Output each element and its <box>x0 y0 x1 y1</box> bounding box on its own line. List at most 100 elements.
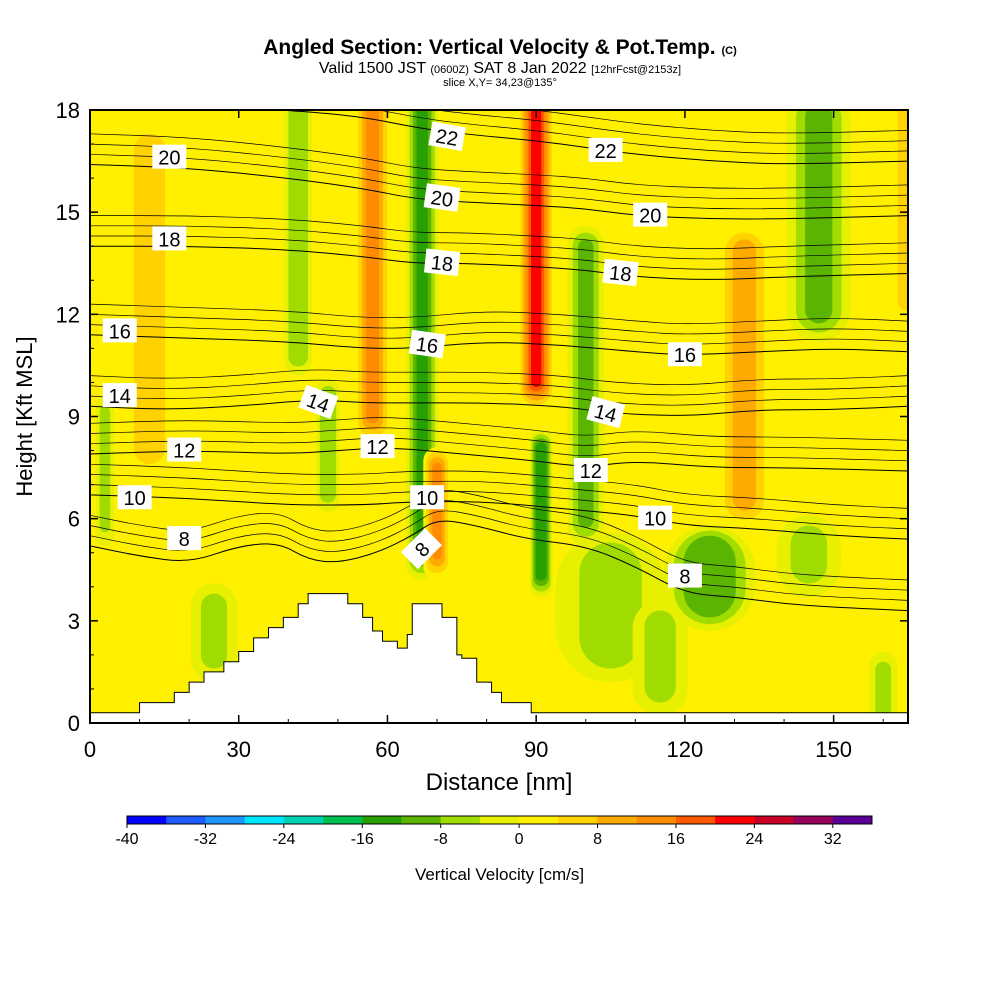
contour-label-20: 20 <box>423 183 461 212</box>
contour-label-box <box>167 526 202 551</box>
chart-slice-info: slice X,Y= 34,23@135° <box>443 77 557 89</box>
x-tick-label: 0 <box>84 737 96 762</box>
theta-contour-22 <box>271 110 908 165</box>
y-tick-label: 12 <box>56 302 80 327</box>
contour-label-12: 12 <box>360 434 395 459</box>
velocity-cell-15 <box>99 406 111 533</box>
contour-label-box <box>152 144 187 169</box>
theta-contour-8 <box>90 520 908 612</box>
theta-contour-16-minor-3 <box>90 303 908 324</box>
colorbar-tick-label: 8 <box>593 831 602 848</box>
colorbar-swatch <box>244 816 285 824</box>
contour-label-text: 18 <box>430 252 454 276</box>
contour-label-text: 22 <box>434 125 460 151</box>
contour-label-text: 16 <box>414 334 439 359</box>
theta-contour-14-minor-3 <box>90 369 908 386</box>
colorbar-swatch <box>715 816 755 824</box>
velocity-cell-20 <box>644 610 676 703</box>
contour-label-text: 8 <box>679 567 690 589</box>
velocity-cell-1 <box>366 110 380 424</box>
contour-label-text: 8 <box>179 529 190 551</box>
velocity-cell-5 <box>531 110 542 387</box>
contour-label-box <box>638 505 673 530</box>
contour-label-10: 10 <box>410 485 445 510</box>
y-tick-label: 3 <box>68 609 80 634</box>
theta-contour-18 <box>90 245 908 280</box>
contour-label-10: 10 <box>638 505 673 531</box>
contour-label-22: 22 <box>588 137 623 163</box>
theta-contour-18-minor-2 <box>90 225 908 260</box>
velocity-cell-21 <box>875 661 892 720</box>
contour-label-text: 16 <box>109 321 131 343</box>
colorbar-swatch <box>283 816 324 824</box>
contour-label-18: 18 <box>602 258 639 287</box>
velocity-cell-19 <box>790 525 828 584</box>
contour-label-18: 18 <box>152 226 187 251</box>
contour-label-text: 12 <box>366 437 388 459</box>
contour-label-text: 12 <box>580 461 602 483</box>
contour-label-box <box>423 183 461 212</box>
velocity-cell-22 <box>897 110 908 311</box>
contour-label-text: 10 <box>644 509 666 531</box>
y-axis-label: Height [Kft MSL] <box>12 336 37 496</box>
contour-label-box <box>167 437 202 462</box>
contour-label-box <box>102 318 137 343</box>
contour-label-12: 12 <box>167 437 202 463</box>
theta-contour-14-minor-2 <box>90 379 908 396</box>
velocity-cell-10 <box>292 110 305 358</box>
theta-contour-22-minor-3 <box>529 110 908 134</box>
theta-contour-16-minor-1 <box>90 324 908 345</box>
contour-label-text: 20 <box>158 148 180 170</box>
theta-contour-20-minor-2 <box>90 143 908 199</box>
contour-label-box <box>423 248 461 276</box>
contour-label-12: 12 <box>573 457 608 483</box>
contour-label-16: 16 <box>408 329 446 359</box>
contour-label-box <box>360 434 395 459</box>
velocity-cell-12 <box>133 133 166 465</box>
contour-label-8: 8 <box>667 563 702 589</box>
theta-contour-10-minor-3 <box>90 463 908 509</box>
colorbar-tick-label: 16 <box>667 831 685 848</box>
contour-label-text: 14 <box>109 386 131 408</box>
contour-label-16: 16 <box>102 318 137 343</box>
contour-label-14: 14 <box>586 396 626 429</box>
theta-contour-20-minor-3 <box>90 133 908 189</box>
colorbar-label: Vertical Velocity [cm/s] <box>415 865 584 884</box>
contour-label-box <box>410 485 445 510</box>
x-tick-label: 120 <box>667 737 704 762</box>
contour-label-box <box>667 563 702 588</box>
theta-contour-18-minor-1 <box>90 235 908 270</box>
velocity-cell-16 <box>200 593 227 669</box>
contour-label-box <box>102 383 137 408</box>
y-tick-label: 0 <box>68 711 80 736</box>
colorbar-swatch <box>519 816 559 824</box>
colorbar-swatch <box>558 816 599 824</box>
theta-contour-14-minor-1 <box>90 390 908 406</box>
y-tick-label: 9 <box>68 405 80 430</box>
colorbar-swatch <box>597 816 638 824</box>
colorbar-swatch <box>636 816 677 824</box>
y-tick-label: 15 <box>56 200 80 225</box>
contour-label-18: 18 <box>423 248 461 276</box>
colorbar-swatch <box>832 816 873 824</box>
theta-contour-10 <box>90 494 908 540</box>
contour-label-box <box>586 396 626 429</box>
contour-label-text: 20 <box>639 206 661 228</box>
colorbar-swatch <box>323 816 363 824</box>
contour-label-box <box>428 121 466 152</box>
contour-label-20: 20 <box>152 144 187 170</box>
theta-contour-16 <box>90 334 908 355</box>
theta-contour-12-minor-3 <box>90 417 908 441</box>
y-tick-label: 18 <box>56 98 80 123</box>
contour-label-10: 10 <box>117 485 152 510</box>
contour-label-22: 22 <box>428 121 466 152</box>
x-tick-label: 60 <box>375 737 399 762</box>
contour-label-box <box>298 384 339 420</box>
contour-label-box <box>400 528 442 570</box>
theta-contour-10-minor-2 <box>90 474 908 520</box>
velocity-cell-9 <box>805 110 833 324</box>
x-tick-label: 150 <box>815 737 852 762</box>
x-tick-label: 30 <box>226 737 250 762</box>
